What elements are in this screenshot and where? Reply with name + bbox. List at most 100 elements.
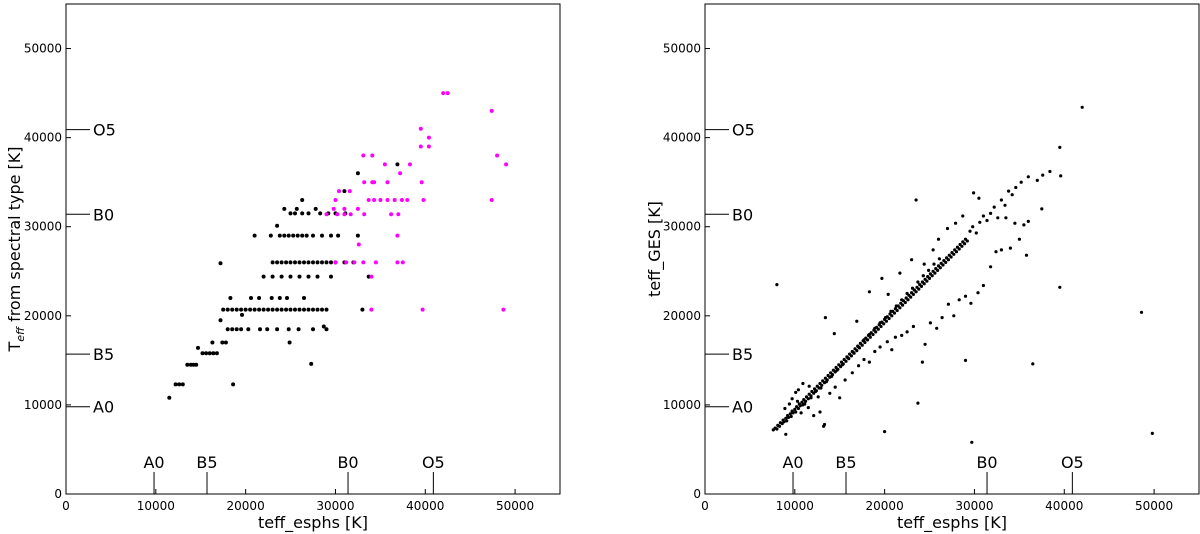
data-point [279, 307, 284, 312]
data-point [398, 171, 403, 176]
data-point [935, 326, 939, 330]
data-point [886, 292, 890, 296]
data-point [200, 351, 205, 356]
data-point [785, 419, 789, 423]
data-point [234, 327, 239, 332]
data-point [917, 287, 921, 291]
y-tick-label: 40000 [24, 131, 62, 145]
data-point [1058, 145, 1062, 149]
data-point [816, 395, 820, 399]
data-point [420, 307, 425, 312]
data-point [905, 291, 909, 296]
data-point [418, 126, 423, 131]
data-point [1026, 219, 1030, 223]
data-point [783, 406, 787, 411]
x-axis-label: teff_esphs [K] [897, 513, 1007, 533]
data-point [240, 312, 244, 317]
y-tick-label: 20000 [24, 309, 62, 323]
data-point [230, 307, 235, 312]
data-point [871, 332, 875, 337]
data-point [400, 260, 405, 265]
data-point [820, 383, 824, 387]
data-point [1008, 246, 1013, 250]
data-point [291, 233, 296, 238]
x-tick-label: 30000 [316, 499, 354, 513]
y-axis-label: Teff from spectral type [K] [5, 146, 27, 352]
spectral-marker-x-label: B5 [835, 453, 856, 472]
data-point [231, 382, 236, 387]
data-point [1026, 175, 1030, 179]
x-tick-label: 10000 [776, 499, 814, 513]
data-point [295, 233, 300, 238]
data-point [257, 307, 262, 312]
data-point [818, 410, 822, 414]
data-point [873, 326, 877, 330]
data-point [890, 314, 894, 318]
data-point [946, 258, 951, 262]
data-point [963, 358, 968, 362]
data-point [927, 276, 932, 280]
data-point [936, 268, 940, 272]
data-point [270, 260, 275, 265]
data-point [1059, 174, 1063, 178]
y-axis-label-main: T [5, 342, 24, 353]
data-point [862, 357, 866, 362]
data-point [504, 162, 509, 167]
data-point [230, 327, 235, 332]
data-point [297, 260, 302, 265]
data-point [306, 260, 311, 265]
spectral-marker-y-label: B5 [732, 345, 753, 364]
data-point [342, 212, 347, 217]
data-point [855, 319, 859, 323]
data-point [252, 233, 257, 238]
data-point [849, 354, 854, 358]
data-point [288, 274, 293, 279]
data-point [921, 274, 925, 278]
y-tick-label: 30000 [24, 220, 62, 234]
data-point [880, 276, 884, 280]
data-point [850, 371, 854, 375]
data-point [441, 91, 446, 96]
spectral-marker-y-label: B0 [93, 205, 114, 224]
y-tick-label: 20000 [663, 309, 701, 323]
data-point [246, 327, 251, 332]
data-point [405, 198, 410, 202]
x-tick-label: 0 [701, 499, 709, 513]
data-point [408, 162, 412, 167]
data-point [961, 214, 965, 218]
data-point [777, 424, 782, 428]
data-point [930, 274, 934, 278]
data-point [369, 274, 374, 279]
data-point [1035, 178, 1039, 182]
x-axis-ticks: 0 10000 20000 30000 40000 50000 [62, 489, 534, 513]
data-point [900, 298, 904, 302]
data-point [919, 284, 924, 288]
data-point [311, 307, 315, 312]
x-tick-label: 40000 [406, 499, 444, 513]
data-point [395, 233, 400, 238]
data-point [794, 410, 798, 414]
data-point [275, 223, 280, 228]
data-point [333, 198, 338, 202]
data-point [335, 212, 340, 217]
data-point [297, 274, 302, 279]
data-point [843, 378, 847, 382]
data-point [225, 327, 230, 332]
y-tick-label: 0 [54, 487, 62, 501]
data-point [293, 307, 297, 312]
data-point [857, 345, 861, 349]
data-point [920, 360, 925, 364]
data-point [790, 397, 794, 401]
data-point [928, 321, 933, 325]
data-point [389, 212, 394, 217]
data-point [784, 416, 788, 420]
data-point [938, 266, 942, 270]
data-point [173, 382, 178, 387]
data-point [311, 327, 315, 332]
data-point [282, 206, 287, 211]
data-point [844, 359, 848, 363]
data-point [223, 340, 228, 345]
spectral-marker-x-label: O5 [1061, 453, 1084, 472]
data-point [895, 308, 899, 313]
data-point [361, 153, 366, 158]
